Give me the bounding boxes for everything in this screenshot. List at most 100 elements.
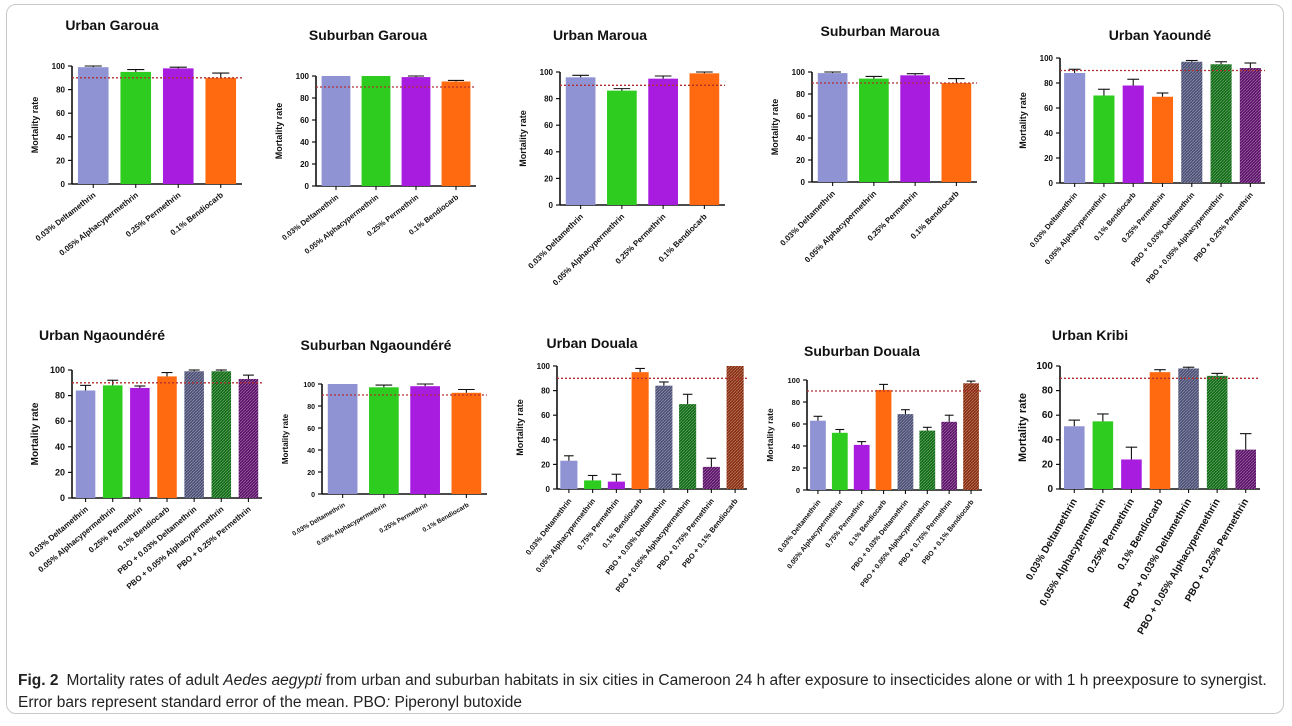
bar-pbo-0-25-permethrin: [238, 378, 259, 498]
x-tick-label: 0.75% Permethrin: [825, 499, 867, 550]
y-tick-label: 80: [307, 404, 315, 411]
bar-pbo-0-05-alphacypermethrin: [211, 371, 232, 498]
y-axis-label: Mortality rate: [281, 413, 290, 464]
bar-pbo-0-25-permethrin: [1239, 68, 1261, 183]
bar-pbo-0-05-alphacypermethrin: [1206, 375, 1228, 489]
bar-pbo-0-1-bendiocarb: [726, 366, 744, 489]
y-tick-label: 0: [549, 201, 554, 210]
chart-suburban-douala: Suburban Douala Mortality rate 0 20 40 60 80 10…: [765, 343, 982, 589]
x-tick-label: 0.1% Bendiocarb: [422, 502, 471, 534]
y-tick-label: 0: [1047, 484, 1053, 495]
y-tick-label: 0: [311, 492, 315, 499]
bar-0-05-alphacypermethrin: [369, 387, 399, 494]
bar-0-25-permethrin: [1151, 96, 1174, 183]
y-tick-label: 20: [1042, 459, 1054, 470]
y-tick-label: 60: [796, 112, 805, 121]
bar-0-1-bendiocarb: [205, 77, 237, 184]
bar-pbo-0-03-deltamethrin: [1181, 61, 1203, 183]
bar-0-1-bendiocarb: [631, 372, 649, 489]
y-axis-label: Mortality rate: [30, 97, 40, 154]
y-tick-label: 80: [56, 86, 65, 95]
chart-title: Urban Maroua: [553, 27, 647, 43]
y-tick-label: 40: [300, 138, 309, 147]
chart-suburban-garoua: Suburban Garoua Mortality rate 0 20 40 60 80 10…: [274, 27, 476, 256]
x-tick-label: 0.05% Alphacypermethrin: [316, 502, 388, 548]
bar-0-25-permethrin: [162, 68, 194, 184]
chart-urban-ngaoundere: Urban Ngaoundéré Mortality rate 0 20 40 60 80 1…: [28, 327, 262, 591]
y-axis-label: Mortality rate: [515, 399, 525, 456]
y-tick-label: 0: [796, 486, 800, 495]
bar-0-03-deltamethrin: [77, 67, 109, 184]
y-tick-label: 40: [792, 442, 800, 451]
y-tick-label: 100: [1036, 361, 1053, 372]
chart-title: Urban Yaoundé: [1109, 27, 1212, 43]
bar-0-05-alphacypermethrin: [1093, 95, 1115, 183]
bar-0-03-deltamethrin: [565, 77, 596, 205]
y-tick-label: 20: [796, 156, 805, 165]
bar-0-75-permethrin: [853, 444, 870, 490]
y-tick-label: 100: [1040, 54, 1054, 63]
bar-0-05-alphacypermethrin: [859, 78, 889, 182]
y-tick-label: 20: [792, 464, 800, 473]
y-tick-label: 40: [1044, 129, 1053, 138]
bar-0-1-bendiocarb: [941, 83, 972, 182]
bar-0-03-deltamethrin: [75, 390, 96, 498]
x-tick-label: 0.05% Alphacypermethrin: [58, 190, 140, 257]
chart-urban-yaounde: Urban Yaoundé Mortality rate 0 20 40 60 80 100 0…: [1018, 27, 1265, 285]
y-tick-label: 60: [1042, 410, 1054, 421]
y-axis-label: Mortality rate: [770, 99, 780, 156]
bar-0-03-deltamethrin: [1064, 73, 1086, 183]
y-tick-label: 80: [1042, 386, 1054, 397]
bar-pbo-0-05-alphacypermethrin: [679, 404, 697, 489]
bar-0-05-alphacypermethrin: [607, 90, 637, 205]
y-tick-label: 100: [50, 365, 65, 375]
y-tick-label: 20: [56, 156, 65, 165]
bar-0-1-bendiocarb: [1122, 85, 1144, 183]
bar-0-25-permethrin: [130, 387, 150, 498]
bar-0-1-bendiocarb: [689, 73, 720, 205]
y-tick-label: 40: [307, 448, 315, 455]
y-tick-label: 40: [1042, 435, 1054, 446]
bar-pbo-0-03-deltamethrin: [1178, 368, 1199, 489]
bar-0-03-deltamethrin: [817, 73, 848, 182]
x-tick-label: PBO + 0.25% Permethrin: [1192, 190, 1256, 263]
x-tick-label: 0.05% Alphacypermethrin: [551, 212, 626, 287]
chart-urban-kribi: Urban Kribi Mortality rate 0 20 40 60 80 100 0.0…: [1017, 327, 1260, 637]
y-tick-label: 100: [303, 382, 315, 389]
bar-0-05-alphacypermethrin: [584, 480, 602, 489]
chart-title: Urban Garoua: [65, 17, 159, 33]
y-tick-label: 60: [1044, 104, 1053, 113]
caption-text-before: Mortality rates of adult: [66, 672, 224, 689]
x-tick-label: 0.03% Deltamethrin: [1028, 190, 1080, 249]
y-tick-label: 20: [307, 470, 315, 477]
y-tick-label: 100: [52, 62, 66, 71]
figure-label: Fig. 2: [18, 672, 59, 689]
y-tick-label: 80: [792, 398, 800, 407]
bar-0-05-alphacypermethrin: [1092, 421, 1114, 489]
x-tick-label: 0.05% Alphacypermethrin: [303, 192, 381, 256]
y-tick-label: 0: [1049, 179, 1054, 188]
x-tick-label: 0.05% Alphacypermethrin: [803, 189, 878, 264]
chart-title: Urban Ngaoundéré: [39, 327, 165, 343]
bar-0-03-deltamethrin: [810, 420, 826, 490]
caption-colon: :: [385, 694, 391, 711]
bar-pbo-0-75-permethrin: [941, 421, 958, 490]
chart-title: Urban Douala: [546, 335, 637, 351]
y-tick-label: 40: [544, 148, 553, 157]
x-tick-label: 0.03% Deltamethrin: [1024, 497, 1080, 582]
chart-title: Suburban Garoua: [309, 27, 427, 43]
bar-0-25-permethrin: [1121, 459, 1142, 489]
y-tick-label: 60: [307, 426, 315, 433]
y-tick-label: 20: [544, 174, 553, 183]
bar-0-05-alphacypermethrin: [831, 432, 848, 490]
y-tick-label: 20: [1044, 154, 1053, 163]
bar-pbo-0-03-deltamethrin: [655, 385, 673, 489]
y-tick-label: 40: [56, 133, 65, 142]
bar-0-03-deltamethrin: [327, 384, 358, 494]
bar-0-1-bendiocarb: [875, 389, 892, 490]
y-tick-label: 80: [796, 90, 805, 99]
bar-0-03-deltamethrin: [321, 76, 351, 186]
caption-species: Aedes aegypti: [223, 672, 322, 689]
bar-0-25-permethrin: [401, 77, 431, 186]
y-tick-label: 60: [56, 109, 65, 118]
